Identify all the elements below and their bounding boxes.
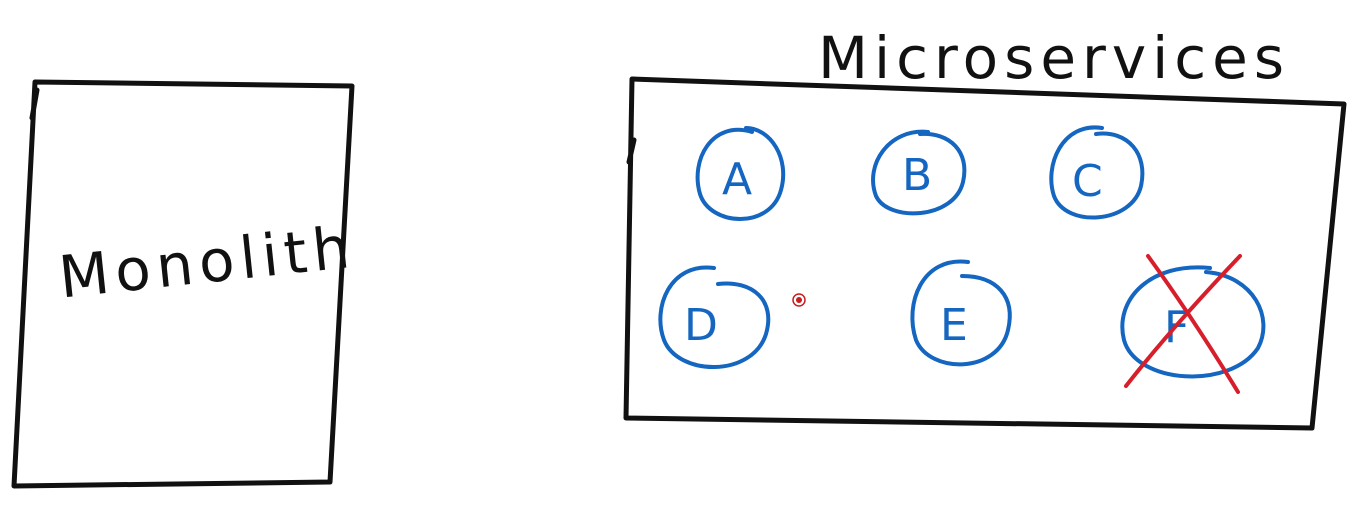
service-b-label: B	[902, 150, 932, 201]
removed-x-stroke-2	[1124, 254, 1242, 388]
service-c-circle	[1049, 125, 1145, 220]
microservices-box	[623, 76, 1347, 431]
service-d-circle	[658, 265, 771, 369]
service-f: F	[1120, 254, 1266, 394]
service-a-label: A	[722, 154, 752, 205]
microservices-block: Microservices A B C D E F	[623, 24, 1347, 431]
removed-x-mark	[1124, 254, 1242, 394]
service-c: C	[1049, 125, 1145, 220]
service-e-circle	[910, 259, 1012, 367]
service-e: E	[910, 259, 1012, 367]
service-e-label: E	[940, 300, 968, 351]
service-a: A	[695, 126, 786, 221]
pointer-cursor-dot	[796, 297, 802, 303]
service-d: D	[658, 265, 771, 369]
monolith-box	[11, 79, 355, 489]
pointer-cursor	[792, 293, 806, 307]
microservices-title: Microservices	[818, 24, 1290, 92]
monolith-label: Monolith	[56, 213, 359, 312]
service-b-circle	[871, 129, 967, 216]
removed-x-stroke-1	[1146, 254, 1240, 394]
service-a-circle	[695, 126, 786, 221]
service-f-circle	[1120, 265, 1266, 379]
service-c-label: C	[1072, 156, 1103, 207]
monolith-block: Monolith	[11, 79, 359, 489]
service-d-label: D	[684, 300, 718, 351]
service-b: B	[871, 129, 967, 216]
